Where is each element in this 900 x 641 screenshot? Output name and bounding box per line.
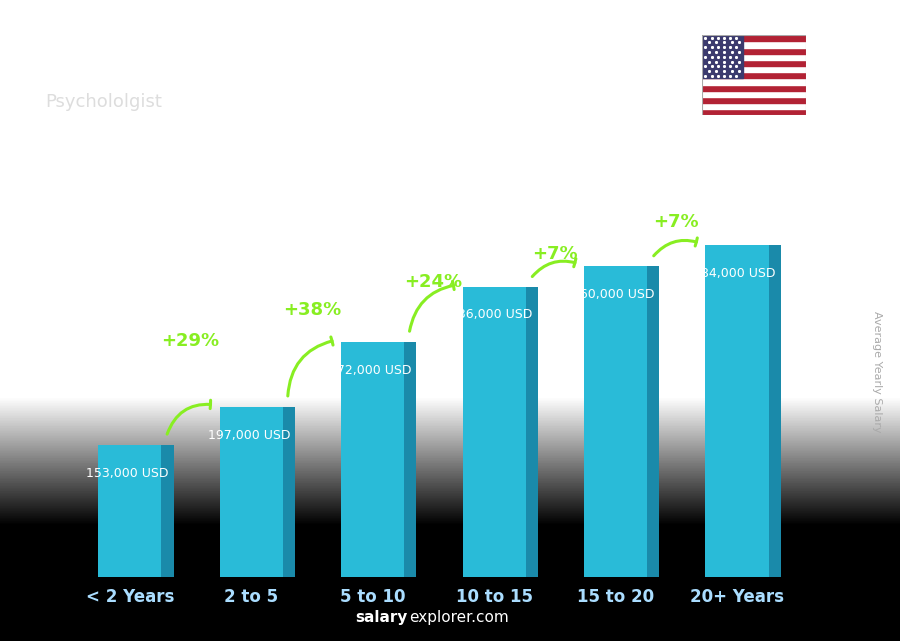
Bar [702, 103, 806, 109]
Polygon shape [341, 342, 404, 577]
Text: +24%: +24% [404, 273, 463, 291]
Polygon shape [526, 287, 538, 577]
Polygon shape [98, 445, 161, 577]
Bar [702, 72, 806, 78]
Text: 384,000 USD: 384,000 USD [693, 267, 776, 280]
Polygon shape [769, 245, 780, 577]
Polygon shape [463, 287, 526, 577]
Text: explorer.com: explorer.com [410, 610, 509, 625]
Text: 153,000 USD: 153,000 USD [86, 467, 168, 479]
Text: Salary Comparison By Experience: Salary Comparison By Experience [45, 51, 621, 80]
Bar [702, 47, 806, 54]
Text: +38%: +38% [283, 301, 341, 319]
Polygon shape [283, 406, 295, 577]
Bar [702, 91, 806, 97]
Text: Psychololgist: Psychololgist [45, 93, 162, 111]
Bar [702, 60, 806, 66]
Polygon shape [706, 245, 769, 577]
Text: salary: salary [356, 610, 408, 625]
Bar [702, 85, 806, 91]
Polygon shape [584, 266, 647, 577]
Text: +29%: +29% [161, 333, 220, 351]
Text: Average Yearly Salary: Average Yearly Salary [872, 311, 883, 433]
Bar [702, 66, 806, 72]
Text: 197,000 USD: 197,000 USD [208, 429, 290, 442]
Bar [702, 109, 806, 115]
Bar [702, 35, 806, 42]
Text: +7%: +7% [653, 213, 699, 231]
Polygon shape [647, 266, 659, 577]
Polygon shape [220, 406, 283, 577]
Bar [702, 54, 806, 60]
Polygon shape [161, 445, 174, 577]
Bar [702, 42, 806, 47]
Text: +7%: +7% [532, 245, 578, 263]
Bar [702, 35, 743, 78]
Text: 272,000 USD: 272,000 USD [329, 363, 411, 377]
Text: 360,000 USD: 360,000 USD [572, 288, 654, 301]
Polygon shape [404, 342, 417, 577]
Bar [702, 97, 806, 103]
Text: 336,000 USD: 336,000 USD [451, 308, 533, 322]
Bar [702, 78, 806, 85]
